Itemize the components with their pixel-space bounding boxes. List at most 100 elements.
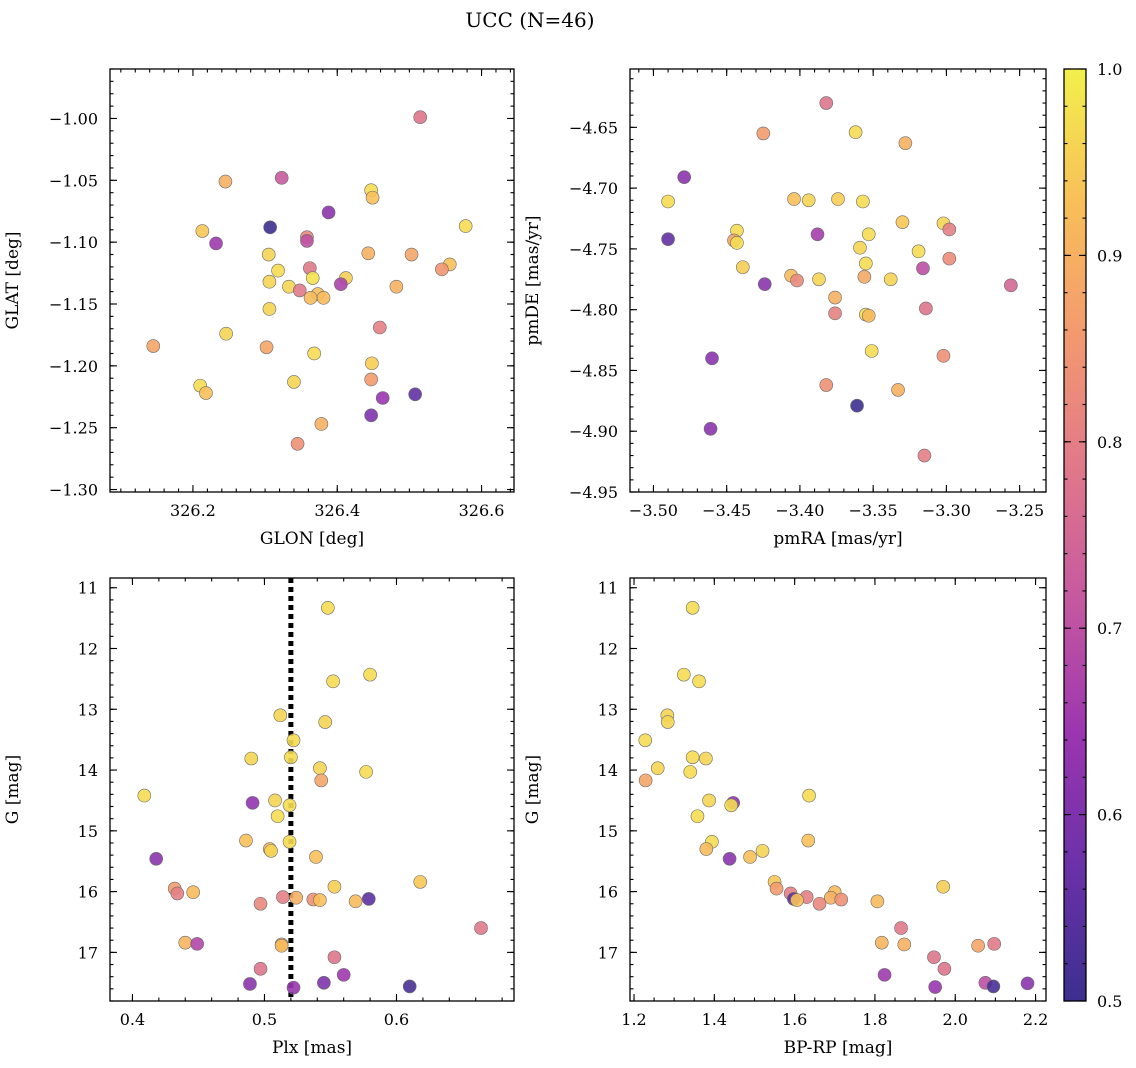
x-tick-label: −3.35 [849,501,898,520]
scatter-point [828,306,842,321]
y-tick-label: −4.75 [569,240,618,259]
ticks [630,69,1046,493]
colorbar-tick-label: 0.8 [1097,433,1122,452]
x-tick-label: −3.25 [995,501,1044,520]
x-axis-label: Plx [mas] [272,1038,352,1058]
scatter-point [787,192,801,206]
y-axis-label: pmDE [mas/yr] [523,215,543,345]
y-tick-label: 11 [598,579,618,598]
scatter-point [756,126,771,141]
scatter-point [650,761,665,776]
scatter-point [219,326,233,341]
scatter-point [327,879,342,894]
scatter-point [834,892,849,907]
scatter-point [936,879,951,894]
scatter-point [282,798,297,813]
scatter-point [195,224,210,238]
x-tick-label: 326.2 [170,501,216,520]
y-tick-label: 12 [598,640,618,659]
scatter-point [314,417,329,431]
scatter-point [314,773,329,788]
scatter-point [178,935,193,950]
y-tick-label: 15 [598,822,618,841]
axes-frame [629,577,1047,1002]
scatter-point [917,448,932,463]
scatter-point [894,921,908,935]
scatter-point [703,421,718,436]
scatter-point [271,263,285,278]
axes-frame [629,68,1047,493]
scatter-point [474,921,488,935]
y-tick-label: −1.00 [49,109,98,128]
panel-bottom-right: 1.2 1.4 1.6 1.8 2.0 2.2 11 12 13 14 15 16 17 BP-RP [m… [523,577,1048,1058]
scatter-point [300,234,314,248]
x-tick-label: 0.5 [252,1010,277,1029]
scatter-point [209,236,223,251]
scatter-point [859,256,873,271]
y-tick-label: 14 [598,761,618,780]
scatter-point [284,750,298,765]
scatter-point [137,788,152,803]
x-tick-label: −3.45 [702,501,751,520]
y-tick-label: −1.15 [49,295,98,314]
scatter-point [898,136,913,150]
scatter-point [190,937,204,951]
scatter-point [186,885,200,900]
scatter-point [861,227,876,242]
scatter-point [819,96,834,110]
colorbar-tick-label: 0.6 [1097,806,1122,825]
ticks [630,578,1046,1002]
scatter-point [722,851,737,866]
ticks [110,578,514,1002]
x-tick-label: −3.50 [629,501,678,520]
y-tick-label: 17 [598,943,618,962]
x-tick-label: 0.6 [384,1010,409,1029]
scatter-point [364,372,378,387]
scatter-point [373,320,387,335]
scatter-point [864,344,879,358]
y-tick-label: −4.70 [569,179,618,198]
scatter-point [853,240,867,255]
scatter-point [677,667,691,682]
scatter-point [801,833,816,848]
scatter-point [317,975,331,990]
scatter-point [286,733,301,748]
scatter-point [170,886,185,901]
scatter-point [861,308,876,323]
scatter-point [146,339,161,353]
scatter-point [364,408,378,423]
y-tick-label: 13 [598,700,618,719]
scatter-point [245,796,260,810]
scatter-point [268,793,282,808]
scatter-point [316,291,331,305]
scatter-point [408,387,422,402]
scatter-point [790,273,804,288]
panels: 326.2 326.4 326.6 −1.30 −1.25 −1.20 −1.15 −1.10… [3,68,1048,1058]
scatter-point [365,356,379,371]
x-tick-label: 326.6 [459,501,505,520]
x-tick-label: 1.2 [621,1010,646,1029]
x-axis-label: pmRA [mas/yr] [773,529,902,549]
x-tick-label: 1.6 [782,1010,807,1029]
x-tick-label: 2.0 [943,1010,968,1029]
scatter-point [638,773,653,788]
scatter-point [819,378,834,392]
scatter-point [877,968,892,982]
y-tick-label: 16 [78,883,98,902]
x-tick-label: −3.40 [775,501,824,520]
scatter-point [287,375,301,389]
y-tick-label: −1.05 [49,171,98,190]
scatter-point [334,277,348,292]
scatter-point [743,850,757,864]
scatter-point [273,708,288,723]
panel-bottom-left: 0.4 0.5 0.6 11 12 13 14 15 16 17 Plx [mas] G [mag] [3,577,515,1058]
scatter-point [801,193,816,208]
scatter-point [942,251,957,266]
scatter-point [911,244,926,259]
y-tick-label: 13 [78,700,98,719]
y-tick-label: −4.65 [569,118,618,137]
scatter-point [348,894,363,909]
scatter-point [361,892,376,906]
chart-title: UCC (N=46) [465,8,594,32]
scatter-point [937,961,952,976]
